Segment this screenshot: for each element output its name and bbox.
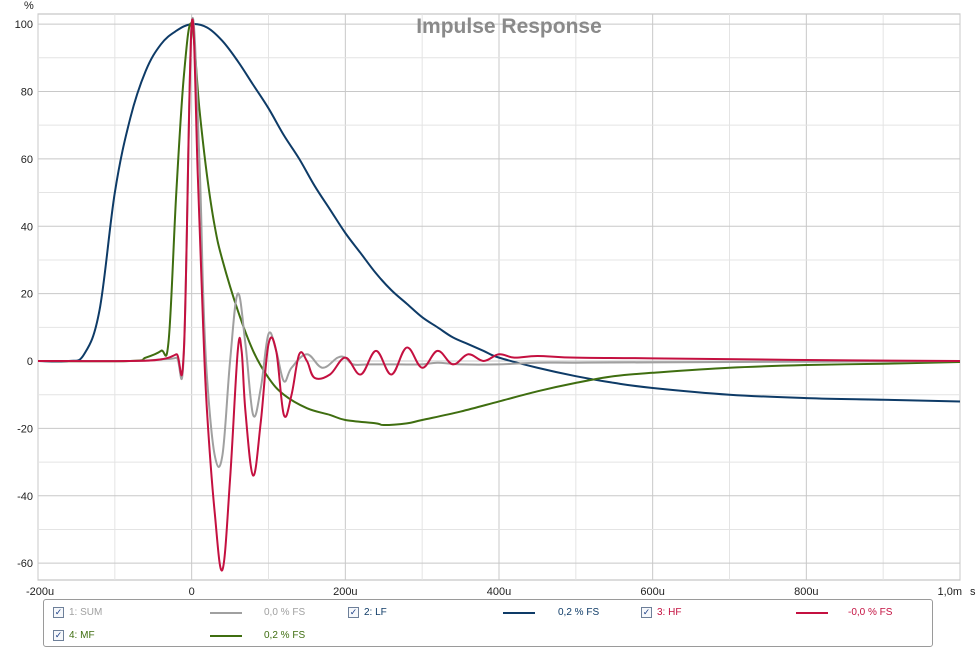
y-tick-label: 80 bbox=[21, 86, 33, 98]
chart-title: Impulse Response bbox=[416, 15, 602, 38]
chart: 100 80 60 40 20 0 -20 -40 -60 -200u 0 200u 400u 600u 8… bbox=[15, 0, 976, 598]
x-tick-label: 600u bbox=[640, 586, 664, 598]
legend-entry-hf[interactable]: ✓ 3: HF bbox=[641, 606, 781, 622]
legend-checkbox-hf[interactable]: ✓ bbox=[641, 607, 652, 618]
legend: ✓ 1: SUM 0,0 % FS ✓ 2: LF 0,2 % FS ✓ 3: HF -0,0 … bbox=[43, 599, 933, 647]
y-tick-label: -60 bbox=[17, 558, 33, 570]
y-tick-label: 20 bbox=[21, 289, 33, 301]
series-line-hf bbox=[38, 18, 960, 572]
legend-value-hf: -0,0 % FS bbox=[848, 607, 893, 618]
legend-value-lf: 0,2 % FS bbox=[558, 607, 600, 618]
x-tick-label: 800u bbox=[794, 586, 818, 598]
legend-swatch-sum bbox=[210, 612, 242, 614]
legend-checkbox-sum[interactable]: ✓ bbox=[53, 607, 64, 618]
x-tick-label: 400u bbox=[487, 586, 511, 598]
series-group bbox=[38, 17, 960, 572]
legend-swatch-lf bbox=[503, 612, 535, 614]
legend-checkbox-mf[interactable]: ✓ bbox=[53, 630, 64, 641]
legend-entry-lf[interactable]: ✓ 2: LF bbox=[348, 606, 488, 622]
legend-label-hf: 3: HF bbox=[657, 607, 682, 618]
legend-swatch-mf bbox=[210, 635, 242, 637]
x-unit-label: s bbox=[970, 586, 976, 598]
legend-checkbox-lf[interactable]: ✓ bbox=[348, 607, 359, 618]
legend-entry-mf[interactable]: ✓ 4: MF bbox=[53, 629, 193, 645]
legend-value-mf: 0,2 % FS bbox=[264, 630, 306, 641]
y-tick-label: -40 bbox=[17, 491, 33, 503]
series-line-mf bbox=[38, 22, 960, 427]
x-tick-label: 200u bbox=[333, 586, 357, 598]
legend-entry-sum[interactable]: ✓ 1: SUM bbox=[53, 606, 193, 622]
y-tick-label: 60 bbox=[21, 154, 33, 166]
series-line-lf bbox=[38, 22, 960, 403]
legend-label-mf: 4: MF bbox=[69, 630, 95, 641]
y-tick-label: 100 bbox=[15, 19, 33, 31]
x-tick-label: -200u bbox=[26, 586, 54, 598]
x-tick-label: 0 bbox=[189, 586, 195, 598]
legend-label-lf: 2: LF bbox=[364, 607, 387, 618]
legend-label-sum: 1: SUM bbox=[69, 607, 103, 618]
legend-swatch-hf bbox=[796, 612, 828, 614]
y-tick-label: 0 bbox=[27, 356, 33, 368]
y-unit-label: % bbox=[24, 0, 34, 12]
legend-value-sum: 0,0 % FS bbox=[264, 607, 306, 618]
y-tick-label: 40 bbox=[21, 221, 33, 233]
y-tick-label: -20 bbox=[17, 423, 33, 435]
x-tick-label: 1,0m bbox=[938, 586, 962, 598]
